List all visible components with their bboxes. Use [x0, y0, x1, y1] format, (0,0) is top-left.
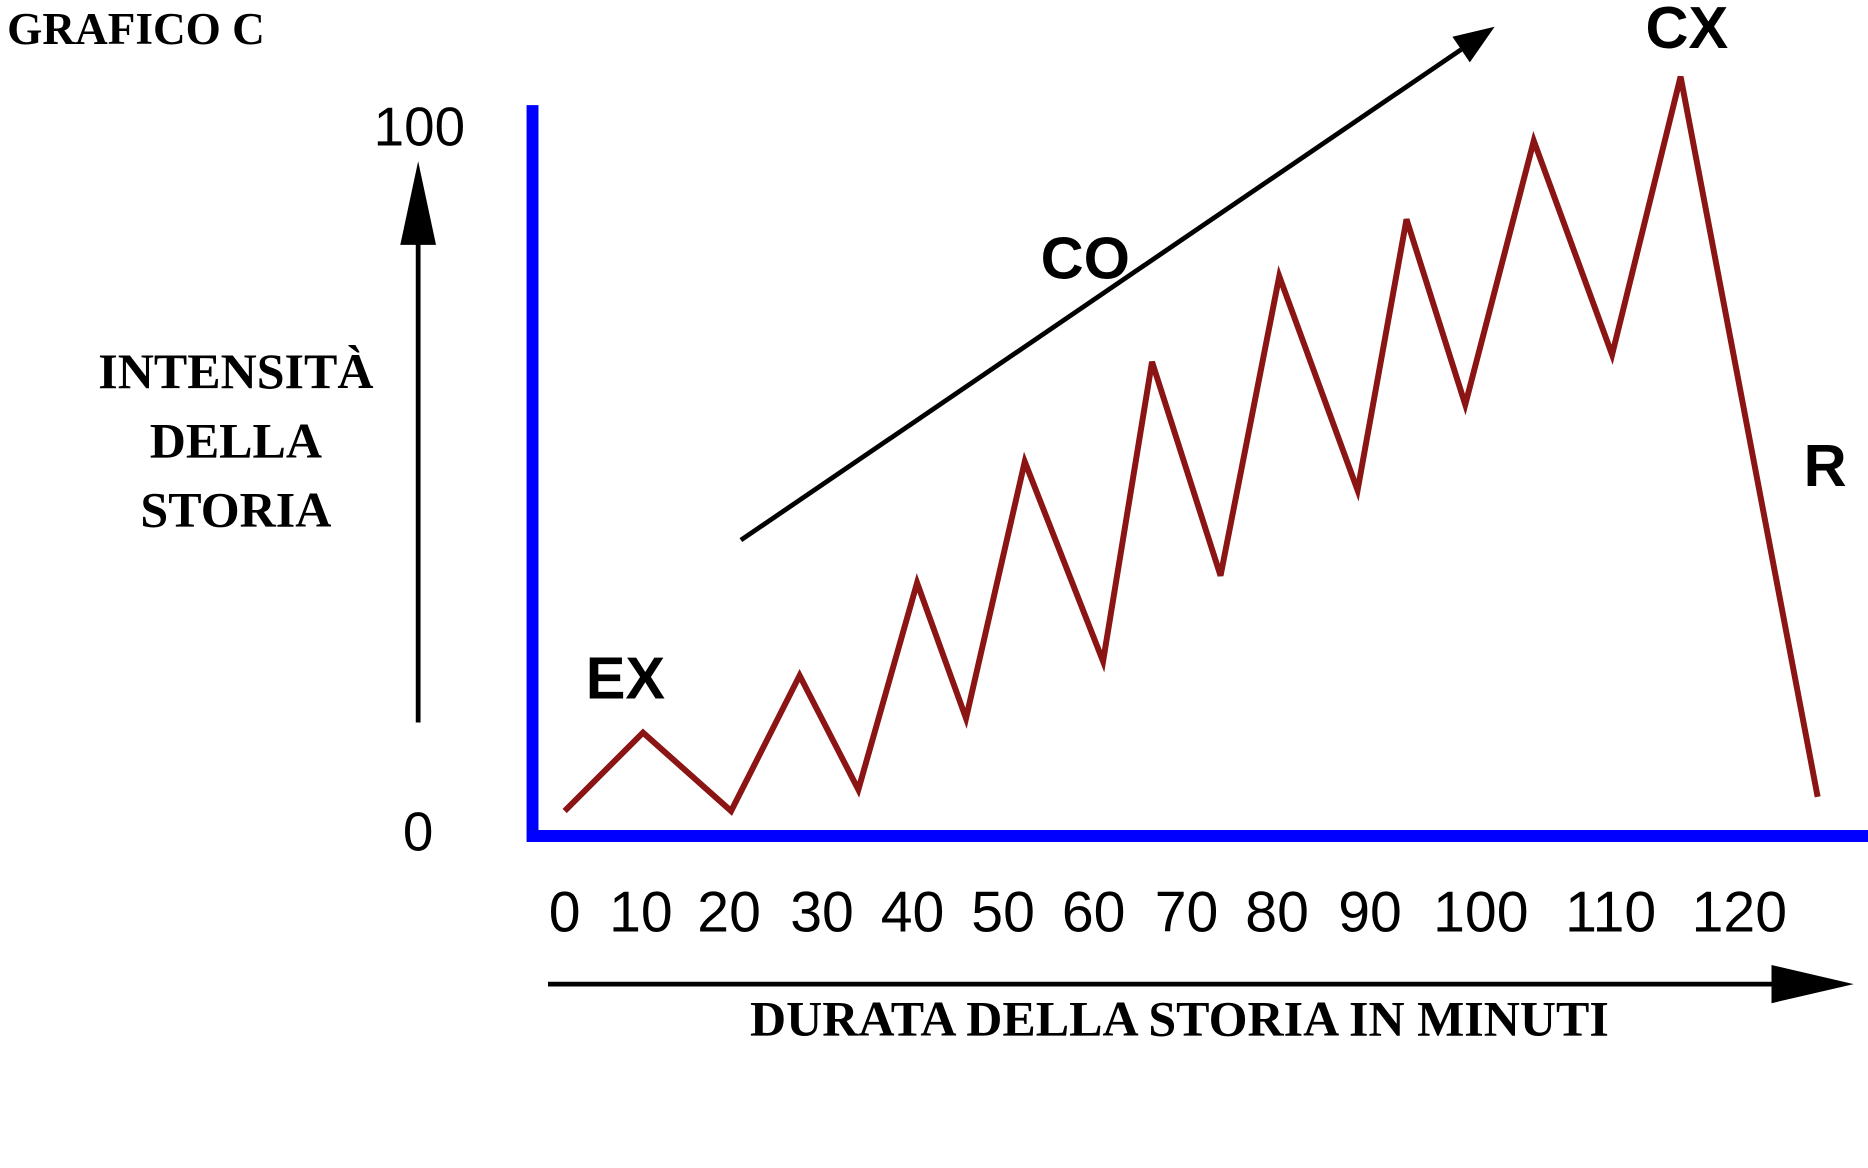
annotation-ex: EX — [586, 645, 666, 712]
y-axis-label-line-1: INTENSITÀ — [98, 343, 373, 399]
annotation-r: R — [1804, 432, 1847, 499]
x-tick-label-80: 80 — [1245, 880, 1309, 944]
y-axis-label-line-3: STORIA — [140, 482, 331, 538]
x-tick-label-10: 10 — [609, 880, 673, 944]
x-tick-label-90: 90 — [1338, 880, 1402, 944]
annotation-co: CO — [1041, 224, 1130, 291]
trend-arrow-shaft — [739, 47, 1463, 543]
x-tick-label-120: 120 — [1692, 880, 1787, 944]
annotation-cx: CX — [1646, 0, 1729, 61]
data-points — [564, 76, 1818, 812]
series-line — [562, 75, 1821, 816]
x-direction-arrow-head — [1771, 964, 1854, 1004]
y-tick-label-100: 100 — [374, 96, 465, 158]
y-axis-label-line-2: DELLA — [150, 412, 322, 468]
x-tick-label-30: 30 — [790, 880, 854, 944]
x-tick-labels: 0 10 20 30 40 50 60 70 80 90 100 110 120 — [549, 880, 1787, 944]
y-tick-label-0: 0 — [403, 800, 433, 862]
x-tick-label-70: 70 — [1155, 880, 1219, 944]
chart-title: GRAFICO C — [7, 4, 265, 54]
y-direction-arrow-head — [400, 161, 437, 245]
x-tick-label-0: 0 — [549, 880, 581, 944]
x-tick-label-60: 60 — [1062, 880, 1126, 944]
trend-arrow-head — [1452, 26, 1495, 63]
x-tick-label-110: 110 — [1565, 880, 1656, 944]
axes — [526, 105, 1868, 842]
x-tick-label-50: 50 — [971, 880, 1035, 944]
x-tick-label-100: 100 — [1433, 880, 1528, 944]
x-tick-label-40: 40 — [881, 880, 945, 944]
x-tick-label-20: 20 — [697, 880, 761, 944]
x-axis-label: DURATA DELLA STORIA IN MINUTI — [750, 990, 1609, 1046]
